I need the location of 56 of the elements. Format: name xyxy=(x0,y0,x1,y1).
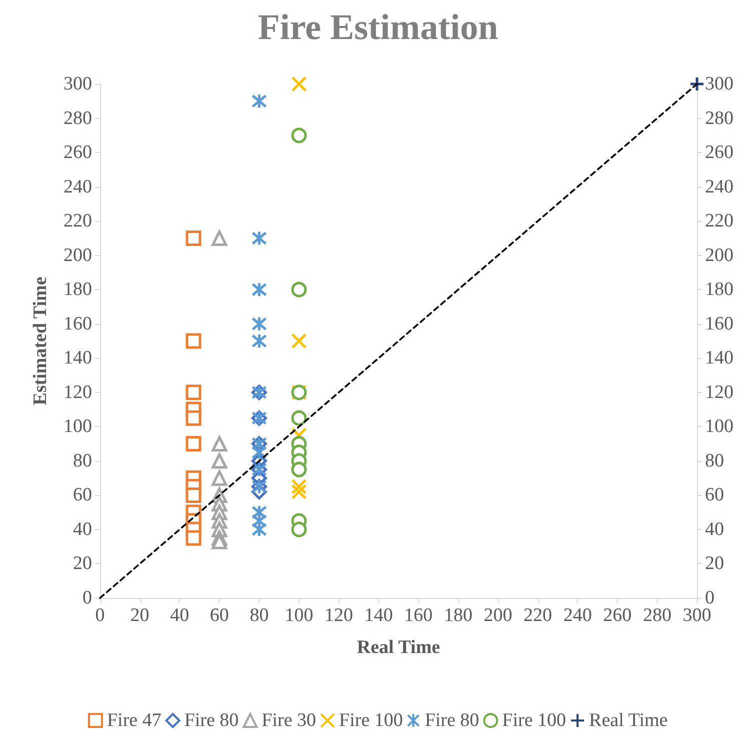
x-tick-label: 180 xyxy=(444,605,472,626)
x-tick-label: 260 xyxy=(603,605,632,626)
y2-tick-label: 20 xyxy=(705,553,724,574)
legend-label: Fire 100 xyxy=(502,710,566,731)
x-tick-label: 240 xyxy=(563,605,592,626)
y-tick-label: 120 xyxy=(64,382,92,403)
legend-label: Fire 80 xyxy=(424,710,480,731)
y-tick-label: 220 xyxy=(64,210,92,232)
legend-label: Fire 30 xyxy=(262,710,316,731)
x-tick-label: 120 xyxy=(324,605,354,626)
x-tick-label: 20 xyxy=(130,605,150,626)
y-tick-label: 140 xyxy=(64,348,92,369)
x-tick-label: 220 xyxy=(524,605,552,626)
y2-tick-label: 60 xyxy=(705,484,724,506)
y-tick-label: 80 xyxy=(73,450,92,472)
x-tick-label: 0 xyxy=(95,605,105,626)
y-tick-label: 20 xyxy=(73,553,92,574)
y2-tick-label: 100 xyxy=(705,416,734,438)
y-tick-label: 260 xyxy=(64,142,92,164)
y2-tick-label: 180 xyxy=(705,279,734,300)
y2-tick-label: 80 xyxy=(705,450,724,472)
y-tick-label: 280 xyxy=(64,108,92,129)
x-tick-label: 200 xyxy=(484,605,512,626)
y-tick-label: 180 xyxy=(64,279,92,300)
x-tick-label: 80 xyxy=(250,605,269,626)
y-tick-label: 40 xyxy=(73,518,92,540)
y-tick-label: 240 xyxy=(64,176,92,198)
y-tick-label: 300 xyxy=(64,74,92,94)
y-tick-label: 0 xyxy=(82,588,92,608)
y2-tick-label: 200 xyxy=(705,244,734,266)
y2-tick-label: 240 xyxy=(705,176,734,198)
x-tick-label: 40 xyxy=(170,605,190,626)
x-axis-title: Real Time xyxy=(356,637,440,658)
y2-tick-label: 300 xyxy=(705,74,734,94)
y-axis-title: Estimated Time xyxy=(30,276,51,406)
x-tick-label: 100 xyxy=(284,605,314,626)
y2-tick-label: 140 xyxy=(705,348,734,369)
x-tick-label: 60 xyxy=(210,605,229,626)
y2-tick-label: 40 xyxy=(705,518,724,540)
legend-label: Real Time xyxy=(589,710,668,731)
x-tick-label: 160 xyxy=(404,605,433,626)
y2-tick-label: 280 xyxy=(705,108,734,129)
legend-label: Fire 80 xyxy=(184,710,239,731)
legend-label: Fire 47 xyxy=(106,710,162,731)
y2-tick-label: 220 xyxy=(705,210,734,232)
y2-tick-label: 260 xyxy=(705,142,734,164)
chart-title: Fire Estimation xyxy=(258,7,498,47)
y-tick-label: 200 xyxy=(64,244,92,266)
x-tick-label: 280 xyxy=(642,605,672,626)
y-tick-label: 160 xyxy=(64,313,92,334)
y-tick-label: 60 xyxy=(73,484,92,506)
y2-tick-label: 160 xyxy=(705,313,734,334)
y-tick-label: 100 xyxy=(64,416,92,438)
y2-tick-label: 120 xyxy=(705,382,734,403)
legend-label: Fire 100 xyxy=(339,710,403,731)
x-tick-label: 140 xyxy=(364,605,393,626)
